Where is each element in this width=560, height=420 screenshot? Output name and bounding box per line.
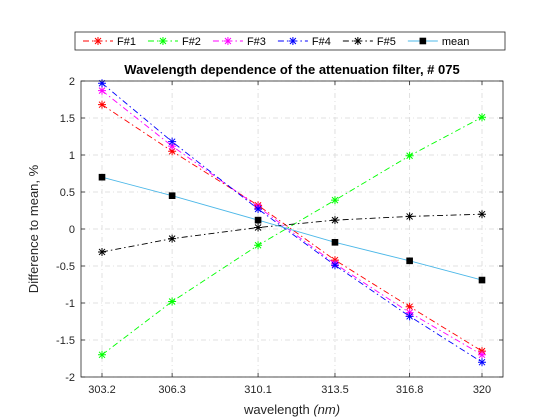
legend-item-mean: mean xyxy=(407,36,470,48)
data-point-f-3 xyxy=(98,86,106,95)
legend-item-f-1: F#1 xyxy=(83,36,136,48)
y-tick-label: 1 xyxy=(69,150,75,162)
data-point-f-5 xyxy=(330,216,339,225)
data-point-mean xyxy=(406,257,413,265)
legend-marker-f-3 xyxy=(223,37,232,45)
series-layer xyxy=(101,82,483,363)
data-point-f-5 xyxy=(405,212,414,221)
x-axis-unit: (nm) xyxy=(313,402,340,417)
legend-item-f-5: F#5 xyxy=(342,36,396,48)
series-line-f-3 xyxy=(101,90,483,356)
data-point-f-2 xyxy=(405,151,414,160)
data-point-mean xyxy=(331,239,339,246)
series-line-f-5 xyxy=(101,213,483,253)
legend-label-f-3: F#3 xyxy=(247,36,266,48)
data-point-f-2 xyxy=(330,196,339,205)
data-point-f-1 xyxy=(405,302,414,311)
data-point-mean xyxy=(168,192,176,199)
data-point-mean xyxy=(98,173,106,181)
data-point-mean xyxy=(254,216,262,224)
data-point-f-4 xyxy=(478,358,486,367)
x-tick-label: 320 xyxy=(473,384,491,396)
legend-label-mean: mean xyxy=(442,36,470,48)
legend-label-f-4: F#4 xyxy=(312,36,331,48)
legend: F#1 F#2 F#3 F#4 F#5 mean xyxy=(74,31,506,51)
legend-item-f-4: F#4 xyxy=(277,36,331,48)
data-point-f-5 xyxy=(168,234,177,243)
x-tick-label: 306.3 xyxy=(158,384,186,396)
x-tick-label: 313.5 xyxy=(321,384,349,396)
data-point-f-4 xyxy=(330,261,339,270)
series-line-mean xyxy=(101,176,483,281)
y-tick-label: -0.5 xyxy=(56,261,75,273)
data-point-f-3 xyxy=(168,142,177,151)
y-tick-label: -1 xyxy=(65,298,75,310)
data-point-f-2 xyxy=(168,297,177,306)
legend-label-f-1: F#1 xyxy=(117,36,136,48)
data-point-f-3 xyxy=(478,350,486,359)
data-point-mean xyxy=(478,276,486,284)
data-point-f-5 xyxy=(254,223,263,232)
legend-item-f-3: F#3 xyxy=(212,36,266,48)
tick-labels: -2 -1.5 -1 -0.5 0 0.5 1 1.5 2 303.2 306.3 310.1 313.… xyxy=(56,76,491,396)
x-tick-label: 310.1 xyxy=(244,384,272,396)
data-point-f-2 xyxy=(98,350,106,359)
legend-label-f-2: F#2 xyxy=(182,36,201,48)
data-point-f-2 xyxy=(478,113,486,122)
plot-frame xyxy=(80,80,504,378)
series-line-f-1 xyxy=(101,104,483,352)
x-axis-label: wavelength (nm) xyxy=(243,402,340,417)
data-point-f-4 xyxy=(254,205,263,214)
data-point-f-5 xyxy=(98,247,106,256)
legend-item-f-2: F#2 xyxy=(147,36,201,48)
y-tick-label: 0 xyxy=(69,224,75,236)
legend-marker-f-4 xyxy=(288,37,297,45)
chart-title: Wavelength dependence of the attenuation… xyxy=(124,62,459,77)
legend-label-f-5: F#5 xyxy=(377,36,396,48)
series-line-f-2 xyxy=(101,116,483,356)
x-tick-label: 316.8 xyxy=(396,384,424,396)
y-tick-label: 2 xyxy=(69,76,75,88)
y-tick-label: -1.5 xyxy=(56,335,75,347)
legend-marker-f-5 xyxy=(353,37,362,45)
data-point-f-4 xyxy=(98,79,106,88)
data-point-f-5 xyxy=(478,210,486,219)
legend-marker-mean xyxy=(419,37,427,45)
legend-marker-f-2 xyxy=(158,37,167,45)
data-point-f-4 xyxy=(168,137,177,146)
data-point-f-2 xyxy=(254,241,263,250)
data-point-f-1 xyxy=(168,147,177,156)
data-point-f-4 xyxy=(405,312,414,321)
data-point-f-1 xyxy=(98,100,106,109)
y-tick-label: 0.5 xyxy=(60,187,75,199)
legend-marker-f-1 xyxy=(94,37,102,45)
y-axis-label: Difference to mean, % xyxy=(26,164,41,293)
y-tick-label: -2 xyxy=(65,372,75,384)
x-axis-label-text: wavelength xyxy=(243,402,310,417)
marker-layer xyxy=(98,79,486,367)
y-tick-label: 1.5 xyxy=(60,113,75,125)
x-tick-label: 303.2 xyxy=(88,384,116,396)
series-line-f-4 xyxy=(101,82,483,363)
